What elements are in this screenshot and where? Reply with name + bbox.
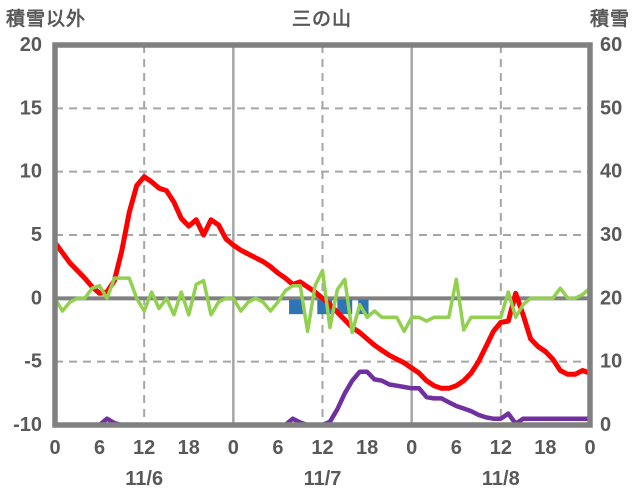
- green-series-line: [53, 268, 592, 335]
- plot-frame: [52, 42, 593, 428]
- chart-title: 三の山: [291, 9, 353, 30]
- x-axis-tick: 12: [490, 437, 512, 459]
- blue-marker: [289, 299, 304, 315]
- right-axis-tick: 20: [600, 287, 622, 309]
- x-axis-tick: 12: [133, 437, 155, 459]
- left-axis-title: 積雪以外: [6, 9, 87, 30]
- x-axis-tick: 6: [94, 437, 105, 459]
- date-label: 11/6: [125, 468, 163, 490]
- left-axis-tick: -10: [13, 414, 42, 436]
- x-axis-tick: 12: [311, 437, 333, 459]
- blue-marker: [358, 299, 369, 315]
- x-axis-tick: 18: [356, 437, 378, 459]
- red-series-line: [52, 174, 593, 391]
- right-axis-title: 積雪: [589, 9, 630, 30]
- right-axis-tick: 30: [600, 224, 622, 246]
- right-axis-tick: 60: [600, 34, 622, 56]
- left-axis-tick: 0: [31, 287, 42, 309]
- x-axis-tick: 6: [272, 437, 283, 459]
- left-axis-tick: 10: [20, 161, 42, 183]
- date-label: 11/7: [304, 468, 342, 490]
- right-axis-tick: 40: [600, 161, 622, 183]
- x-axis-tick: 18: [534, 437, 556, 459]
- x-axis-tick: 0: [406, 437, 417, 459]
- date-label: 11/8: [482, 468, 520, 490]
- x-axis-tick: 0: [584, 437, 595, 459]
- x-axis-tick: 18: [178, 437, 200, 459]
- right-axis-tick: 10: [600, 351, 622, 373]
- right-axis-tick: 0: [600, 414, 611, 436]
- x-axis-tick: 0: [228, 437, 239, 459]
- left-axis-tick: -5: [24, 351, 42, 373]
- right-axis-tick: 50: [600, 97, 622, 119]
- x-axis-tick: 6: [451, 437, 462, 459]
- left-axis-tick: 15: [20, 97, 42, 119]
- left-axis-tick: 20: [20, 34, 42, 56]
- x-axis-tick: 0: [49, 437, 60, 459]
- left-axis-tick: 5: [31, 224, 42, 246]
